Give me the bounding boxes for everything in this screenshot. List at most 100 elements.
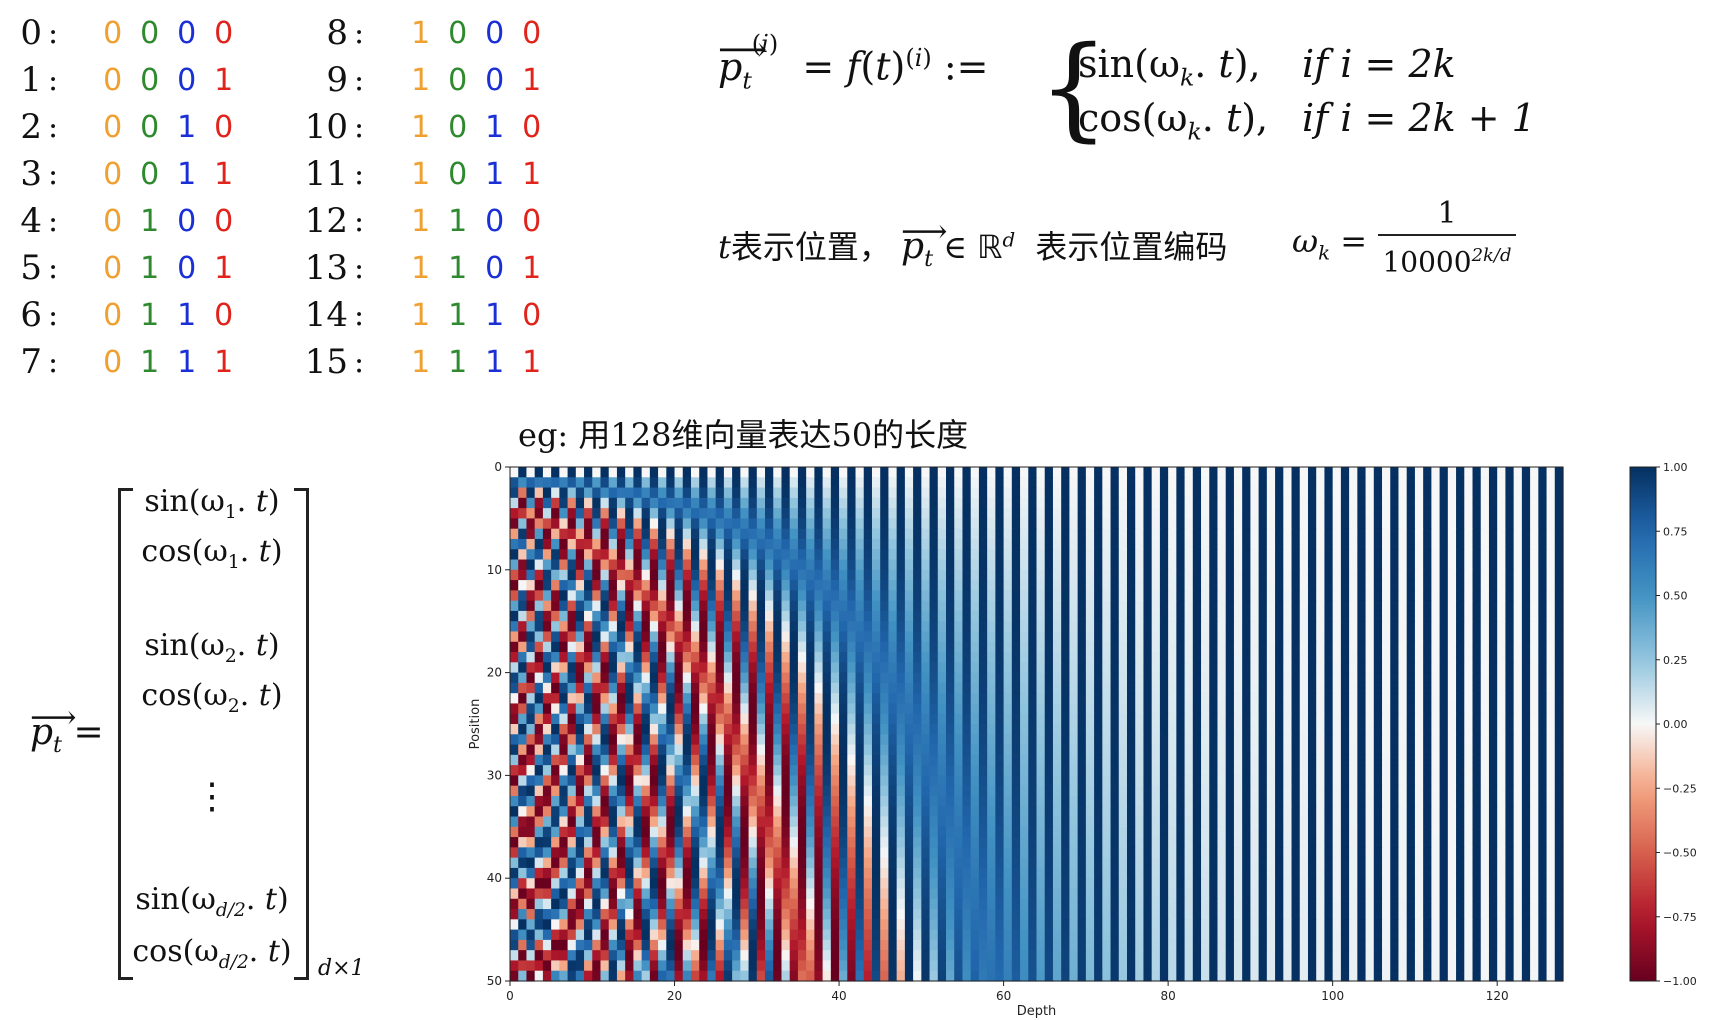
heatmap-cell (1118, 610, 1128, 622)
heatmap-cell (789, 775, 799, 787)
heatmap-cell (855, 795, 865, 807)
heatmap-cell (839, 754, 848, 766)
heatmap-cell (1373, 672, 1383, 684)
heatmap-cell (600, 672, 610, 684)
heatmap-cell (1505, 765, 1515, 776)
heatmap-cell (1077, 518, 1087, 530)
heatmap-cell (1020, 549, 1029, 561)
heatmap-cell (1546, 528, 1556, 540)
heatmap-cell (1349, 785, 1358, 797)
heatmap-cell (1118, 785, 1128, 797)
heatmap-cell (723, 693, 733, 705)
heatmap-cell (1143, 621, 1153, 633)
heatmap-cell (1209, 837, 1219, 848)
heatmap-cell (814, 569, 824, 581)
heatmap-cell (1447, 693, 1457, 705)
heatmap-cell (1357, 837, 1367, 848)
heatmap-cell (1159, 785, 1169, 797)
heatmap-cell (1406, 549, 1416, 561)
heatmap-cell (1077, 621, 1087, 633)
heatmap-cell (839, 713, 848, 725)
heatmap-cell (1472, 713, 1482, 725)
heatmap-cell (707, 826, 717, 838)
heatmap-cell (1201, 795, 1210, 807)
heatmap-cell (962, 487, 972, 499)
heatmap-cell (789, 754, 799, 766)
heatmap-cell (542, 652, 552, 663)
heatmap-cell (1275, 518, 1284, 530)
heatmap-cell (707, 703, 717, 715)
heatmap-cell (904, 631, 914, 643)
heatmap-cell (542, 744, 552, 756)
heatmap-cell (1530, 559, 1539, 571)
heatmap-cell (937, 785, 947, 797)
heatmap-cell (1192, 662, 1202, 674)
heatmap-cell (1036, 693, 1046, 705)
heatmap-cell (1011, 487, 1021, 499)
heatmap-cell (1275, 795, 1284, 807)
heatmap-cell (707, 538, 717, 550)
heatmap-cell (1118, 600, 1128, 612)
heatmap-cell (1480, 652, 1490, 663)
heatmap-cell (781, 477, 791, 489)
heatmap-cell (542, 467, 552, 478)
heatmap-cell (559, 528, 569, 540)
heatmap-cell (1382, 538, 1391, 550)
heatmap-cell (1456, 538, 1465, 550)
heatmap-cell (765, 528, 774, 540)
heatmap-cell (1538, 724, 1548, 735)
heatmap-cell (1011, 621, 1021, 633)
heatmap-cell (625, 847, 634, 859)
heatmap-cell (797, 467, 807, 478)
heatmap-cell (1521, 528, 1531, 540)
heatmap-cell (1390, 538, 1400, 550)
heatmap-cell (1250, 631, 1260, 643)
heatmap-cell (863, 477, 873, 489)
heatmap-cell (970, 610, 980, 622)
heatmap-cell (699, 487, 709, 499)
heatmap-cell (904, 477, 914, 489)
heatmap-cell (756, 580, 766, 591)
heatmap-cell (518, 600, 528, 612)
heatmap-cell (1365, 662, 1375, 674)
heatmap-cell (1357, 559, 1367, 571)
heatmap-cell (1373, 538, 1383, 550)
heatmap-cell (584, 631, 593, 643)
heatmap-cell (1530, 795, 1539, 807)
heatmap-cell (1233, 734, 1243, 746)
heatmap-cell (830, 734, 840, 746)
heatmap-cell (1151, 559, 1161, 571)
heatmap-cell (1332, 795, 1342, 807)
heatmap-cell (1497, 497, 1507, 509)
heatmap-cell (1225, 538, 1235, 550)
heatmap-cell (1192, 528, 1202, 540)
heatmap-cell (1283, 816, 1293, 828)
heatmap-cell (1184, 672, 1194, 684)
heatmap-cell (863, 497, 873, 509)
heatmap-cell (1340, 477, 1350, 489)
heatmap-cell (1052, 600, 1062, 612)
heatmap-cell (666, 518, 676, 530)
heatmap-cell (896, 652, 906, 663)
heatmap-cell (830, 580, 840, 591)
heatmap-cell (1464, 467, 1474, 478)
heatmap-cell (1439, 734, 1449, 746)
heatmap-cell (880, 662, 890, 674)
heatmap-cell (1176, 590, 1186, 602)
heatmap-cell (1061, 816, 1071, 828)
heatmap-cell (1349, 497, 1358, 509)
heatmap-cell (847, 652, 857, 663)
heatmap-cell (649, 652, 659, 663)
heatmap-cell (1332, 724, 1342, 735)
heatmap-cell (1159, 754, 1169, 766)
heatmap-cell (1085, 775, 1095, 787)
heatmap-cell (1085, 569, 1095, 581)
heatmap-cell (1266, 734, 1276, 746)
heatmap-cell (888, 806, 898, 818)
heatmap-cell (658, 734, 667, 746)
heatmap-cell (641, 487, 651, 499)
heatmap-cell (1423, 487, 1432, 499)
heatmap-cell (575, 590, 585, 602)
heatmap-cell (904, 837, 914, 848)
heatmap-cell (929, 528, 939, 540)
